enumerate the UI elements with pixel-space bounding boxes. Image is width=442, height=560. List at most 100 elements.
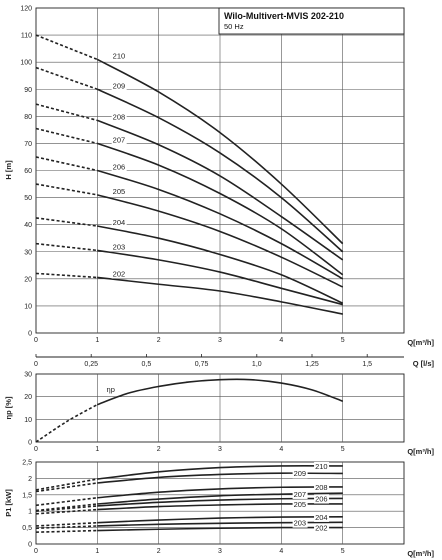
y-tick-label: 100 bbox=[20, 60, 32, 67]
y-tick-label: 120 bbox=[20, 6, 32, 13]
curve-label-210: 210 bbox=[315, 462, 328, 471]
y-tick-label: 1 bbox=[28, 509, 32, 516]
x-tick-label: 0 bbox=[34, 548, 38, 555]
power-y-axis-label: P1 [kW] bbox=[4, 489, 13, 517]
curve-label-bg bbox=[314, 461, 330, 471]
curve-label-205: 205 bbox=[113, 187, 126, 196]
curve-label-bg bbox=[314, 523, 330, 533]
x-tick-label: 2 bbox=[157, 446, 161, 453]
curve-dashed-210 bbox=[35, 478, 98, 491]
eff-y-axis-label: ηp [%] bbox=[4, 396, 13, 419]
eff-y-ticks: 0 10 20 30 bbox=[24, 372, 32, 447]
curve-dashed-210 bbox=[35, 34, 98, 61]
curve-label-bg bbox=[314, 512, 330, 522]
curve-dashed-206 bbox=[35, 505, 98, 512]
curve-dashed-209 bbox=[35, 66, 98, 91]
curve-dashed-204 bbox=[35, 217, 98, 227]
curve-dashed-208 bbox=[35, 103, 98, 122]
curve-dashed-208 bbox=[35, 496, 98, 507]
curve-202 bbox=[97, 276, 343, 315]
y-tick-label: 20 bbox=[24, 276, 32, 283]
curve-label-204: 204 bbox=[315, 513, 328, 522]
curve-label-bg bbox=[292, 518, 308, 528]
y-tick-label: 2,5 bbox=[22, 460, 32, 467]
curve-label-bg bbox=[292, 489, 308, 499]
x2-tick-label: 0,75 bbox=[195, 361, 209, 368]
power-x-axis-label: Q[m³/h] bbox=[407, 549, 434, 558]
x-tick-label: 3 bbox=[218, 548, 222, 555]
efficiency-panel: 0 10 20 30 0 1 2 3 4 5 ηp ηp [%] Q[m³/h] bbox=[4, 372, 434, 457]
curve-dashed-203 bbox=[35, 525, 98, 530]
y-tick-label: 90 bbox=[24, 87, 32, 94]
y-tick-label: 50 bbox=[24, 195, 32, 202]
y-tick-label: 110 bbox=[21, 33, 32, 40]
x-tick-label: 4 bbox=[279, 548, 283, 555]
chart-subtitle: 50 Hz bbox=[224, 22, 244, 31]
curve-dashed-205 bbox=[35, 508, 98, 515]
curve-label-bg bbox=[111, 81, 127, 91]
y-tick-label: 2 bbox=[28, 476, 32, 483]
curve-dashed-207 bbox=[35, 127, 98, 145]
curve-label-204: 204 bbox=[113, 218, 126, 227]
curve-label-bg bbox=[111, 135, 127, 145]
curve-label-bg bbox=[111, 162, 127, 172]
curve-label-203: 203 bbox=[294, 519, 307, 528]
curve-label-203: 203 bbox=[113, 242, 126, 251]
y-tick-label: 0 bbox=[28, 440, 32, 447]
curve-204 bbox=[97, 515, 343, 524]
y-tick-label: 0 bbox=[28, 331, 32, 338]
x-tick-label: 5 bbox=[341, 548, 345, 555]
y-tick-label: 40 bbox=[24, 222, 32, 229]
x-tick-label: 0 bbox=[34, 337, 38, 344]
curve-label-208: 208 bbox=[113, 112, 126, 121]
head-x-axis-label: Q[m³/h] bbox=[407, 338, 434, 347]
curve-label-207: 207 bbox=[294, 490, 307, 499]
y-tick-label: 0 bbox=[28, 542, 32, 549]
power-y-ticks: 0 0,5 1 1,5 2 2,5 bbox=[22, 460, 32, 549]
curve-206 bbox=[97, 169, 344, 280]
head-secondary-x-axis: 0 0,25 0,5 0,75 1,0 1,25 1,5 bbox=[34, 354, 404, 368]
curve-ηp bbox=[97, 378, 343, 406]
curve-label-ηp: ηp bbox=[107, 385, 115, 394]
curve-205 bbox=[97, 194, 344, 288]
y-tick-label: 10 bbox=[24, 303, 32, 310]
head-y-axis-label: H [m] bbox=[4, 160, 13, 180]
head-panel: 0 10 20 30 40 50 60 70 80 90 100 110 120 0 1 2 3 4 5 0 0,2… bbox=[4, 6, 434, 369]
x-tick-label: 3 bbox=[218, 337, 222, 344]
y-tick-label: 80 bbox=[24, 114, 32, 121]
y-tick-label: 0,5 bbox=[22, 525, 32, 532]
curve-label-bg bbox=[111, 51, 127, 61]
y-tick-label: 30 bbox=[24, 249, 32, 256]
x2-tick-label: 1,0 bbox=[252, 361, 262, 368]
chart-title: Wilo-Multivert-MVIS 202-210 bbox=[224, 11, 344, 21]
curve-label-bg bbox=[111, 242, 127, 252]
x-tick-label: 5 bbox=[341, 446, 345, 453]
x2-tick-label: 1,25 bbox=[305, 361, 319, 368]
head-x2-axis-label: Q [l/s] bbox=[413, 359, 435, 368]
curve-dashed-206 bbox=[35, 156, 98, 172]
y-tick-label: 70 bbox=[24, 141, 32, 148]
curve-label-209: 209 bbox=[294, 469, 307, 478]
eff-curves: ηp bbox=[35, 378, 343, 443]
curve-dashed-203 bbox=[35, 242, 98, 252]
x-tick-label: 1 bbox=[95, 548, 99, 555]
curve-label-210: 210 bbox=[113, 51, 126, 60]
curve-label-bg bbox=[314, 494, 330, 504]
title-box bbox=[218, 7, 405, 35]
head-y-ticks: 0 10 20 30 40 50 60 70 80 90 100 110 120 bbox=[20, 6, 32, 338]
curve-dashed-ηp bbox=[35, 403, 98, 443]
y-tick-label: 60 bbox=[24, 168, 32, 175]
eff-x-ticks: 0 1 2 3 4 5 bbox=[34, 446, 345, 453]
y-tick-label: 20 bbox=[24, 394, 32, 401]
x2-tick-label: 0 bbox=[34, 361, 38, 368]
curve-dashed-204 bbox=[35, 521, 98, 527]
eff-x-axis-label: Q[m³/h] bbox=[407, 447, 434, 456]
curve-203 bbox=[97, 249, 343, 306]
curve-210 bbox=[96, 58, 344, 245]
x-tick-label: 5 bbox=[341, 337, 345, 344]
x-tick-label: 2 bbox=[157, 548, 161, 555]
head-curves: 202 203 204 205 206 207 208 209 210 bbox=[35, 34, 344, 315]
x2-tick-label: 0,5 bbox=[142, 361, 152, 368]
